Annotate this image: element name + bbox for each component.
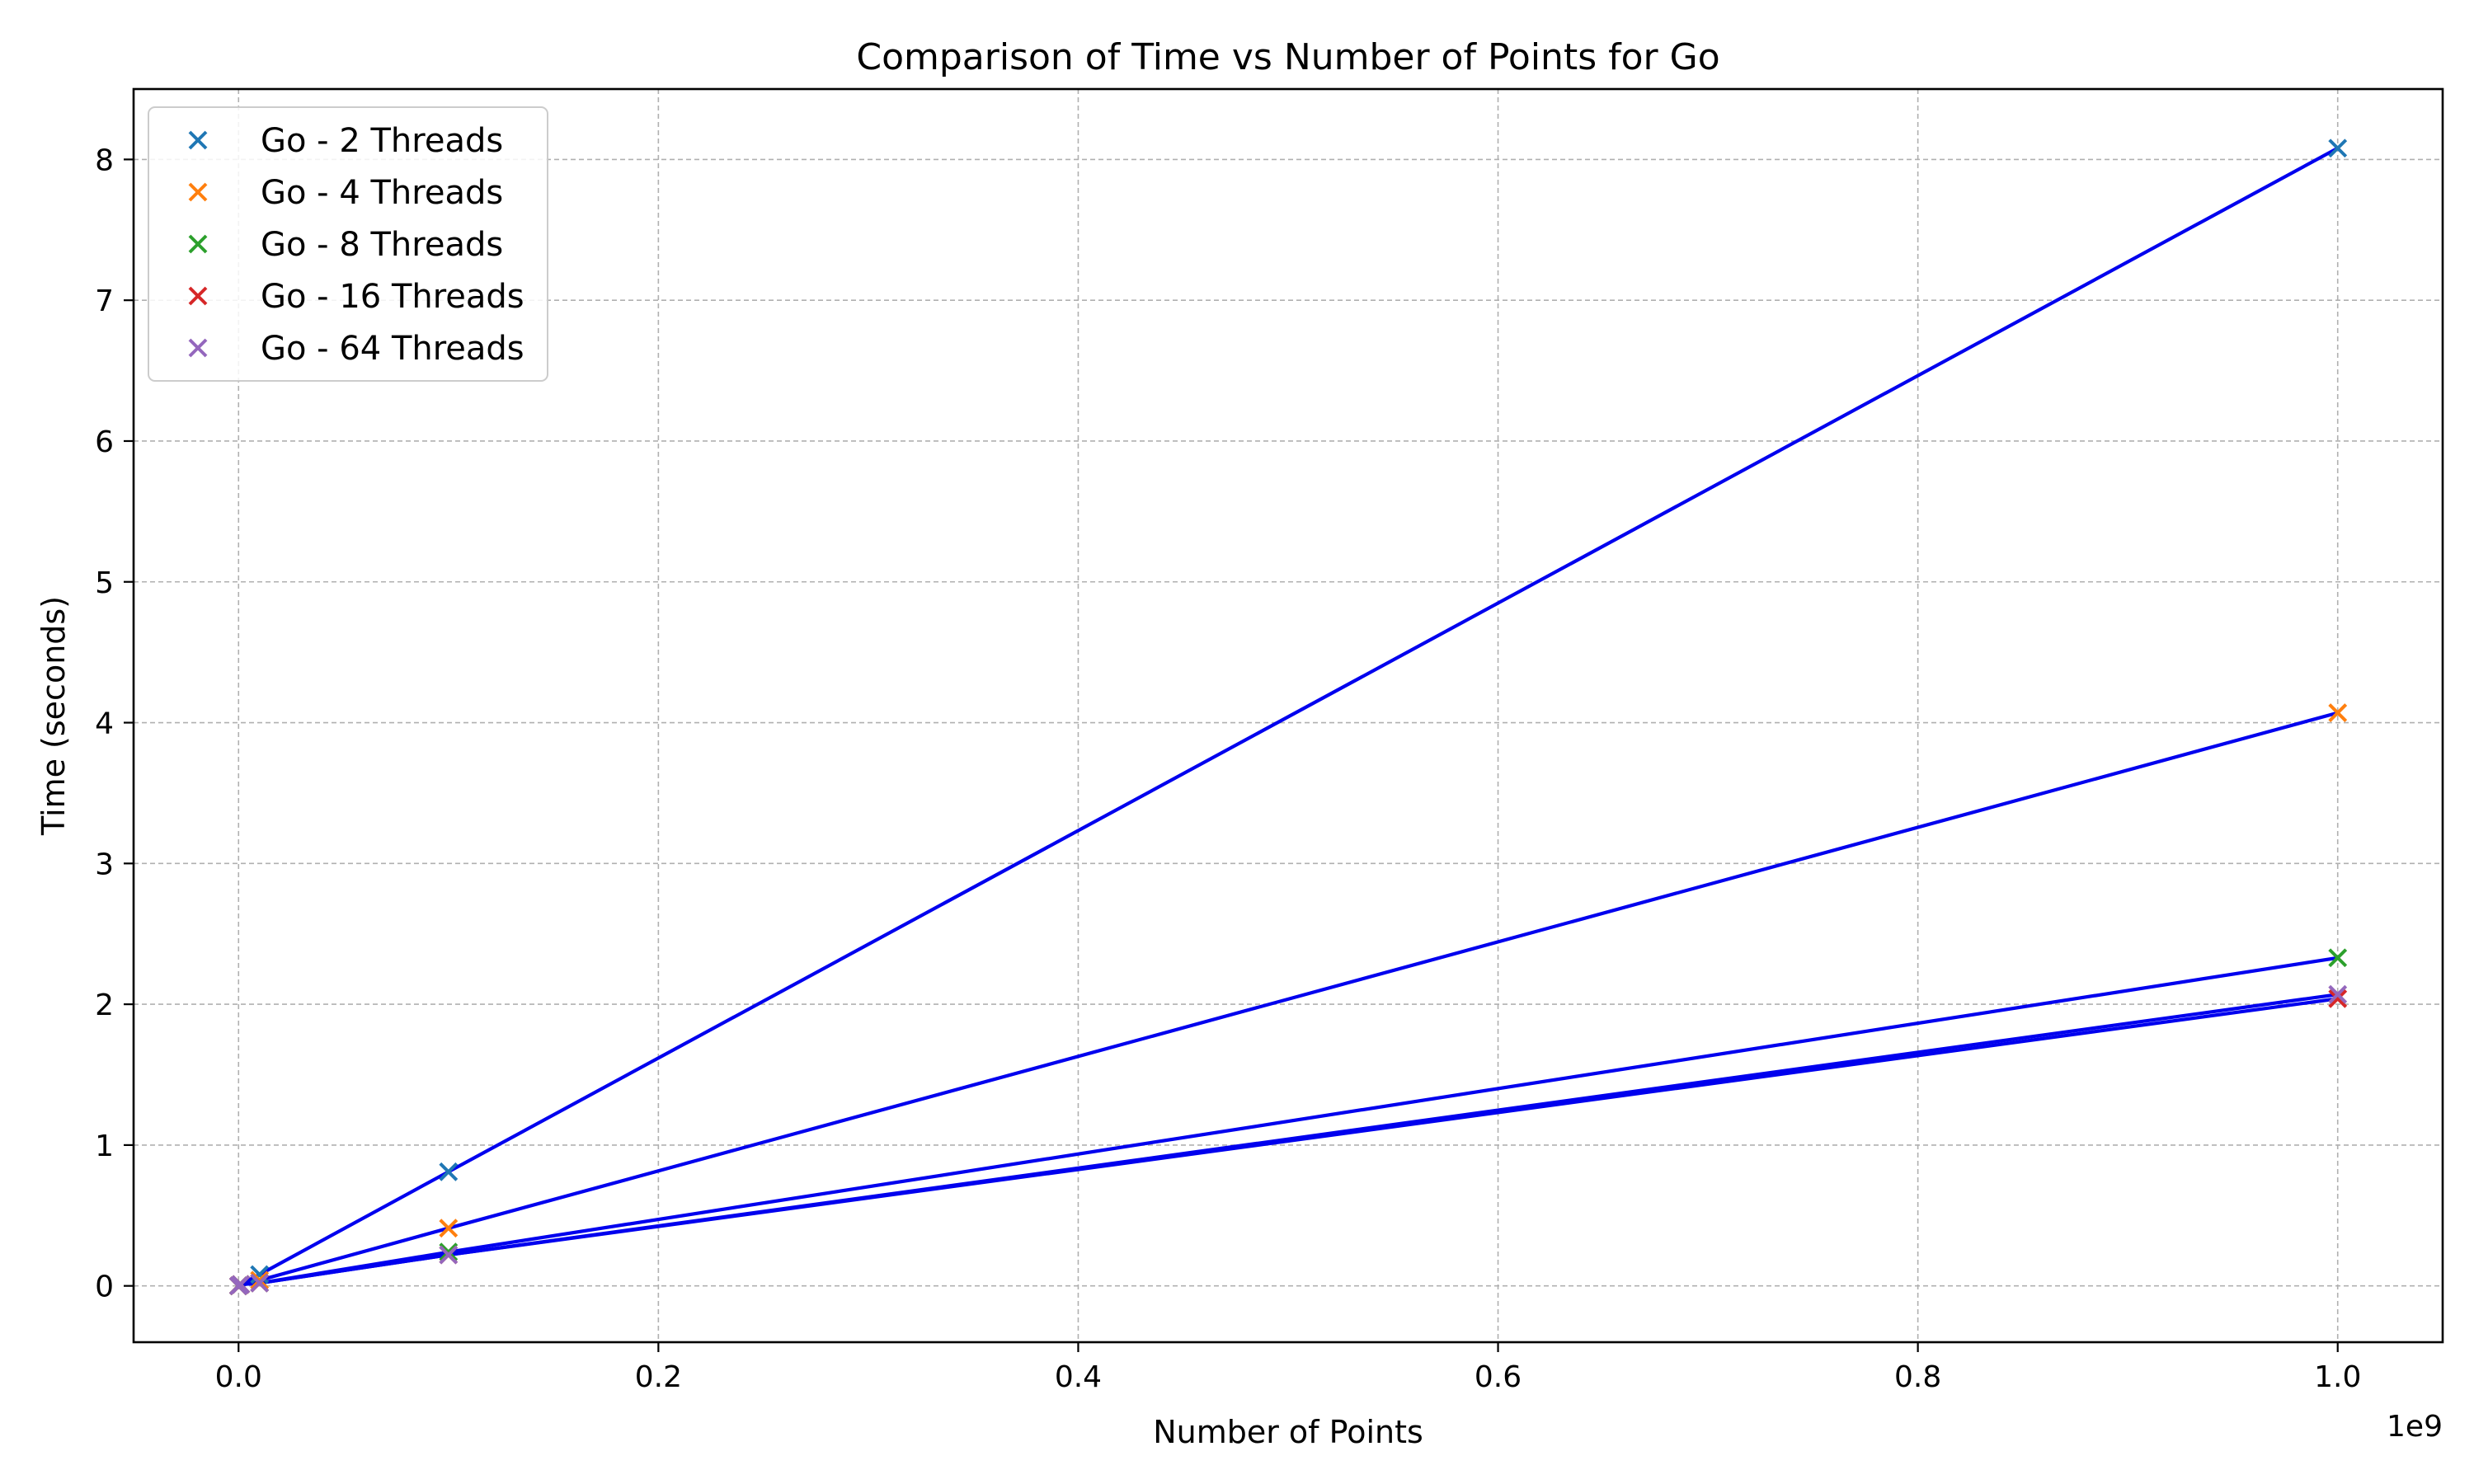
legend-marker xyxy=(188,286,208,306)
y-tick-label: 1 xyxy=(95,1129,114,1163)
y-tick-label: 0 xyxy=(95,1270,114,1304)
y-tick-label: 2 xyxy=(95,989,114,1022)
plot-area: 0.0 0.2 0.4 0.6 0.8 1.0 0 1 2 3 4 5 6 7 8 xyxy=(95,87,2444,1394)
data-point-series-5 xyxy=(439,1245,459,1265)
x-tick-label: 0.4 xyxy=(1055,1360,1102,1394)
legend-label: Go - 16 Threads xyxy=(261,278,524,316)
legend: Go - 2 Threads Go - 4 Threads Go - 8 Threa… xyxy=(148,106,548,382)
x-axis-offset-label: 1e9 xyxy=(2387,1410,2443,1444)
data-point-series-4 xyxy=(2328,989,2348,1008)
y-axis-ticks: 0 1 2 3 4 5 6 7 8 xyxy=(95,143,134,1304)
x-tick-label: 0.6 xyxy=(1475,1360,1522,1394)
x-axis-label: Number of Points xyxy=(1153,1414,1423,1450)
legend-marker xyxy=(188,182,208,202)
legend-items: Go - 2 Threads Go - 4 Threads Go - 8 Threa… xyxy=(188,122,524,368)
y-axis-label: Time (seconds) xyxy=(35,596,72,836)
data-point-series-3 xyxy=(439,1242,459,1262)
data-point-series-1 xyxy=(2328,139,2348,158)
x-tick-label: 0.2 xyxy=(635,1360,682,1394)
y-tick-label: 3 xyxy=(95,848,114,881)
grid-lines xyxy=(134,89,2443,1342)
data-point-series-5 xyxy=(231,1275,251,1294)
data-markers xyxy=(228,139,2348,1296)
data-point-series-5 xyxy=(2328,984,2348,1004)
legend-label: Go - 8 Threads xyxy=(261,226,503,264)
y-tick-label: 8 xyxy=(95,143,114,177)
legend-marker xyxy=(188,130,208,150)
legend-box xyxy=(148,106,548,382)
data-point-series-2 xyxy=(2328,703,2348,722)
data-point-series-5 xyxy=(250,1273,270,1293)
data-point-series-2 xyxy=(439,1219,459,1238)
y-tick-label: 6 xyxy=(95,425,114,459)
legend-label: Go - 64 Threads xyxy=(261,330,524,368)
x-axis-ticks: 0.0 0.2 0.4 0.6 0.8 1.0 xyxy=(215,1342,2361,1394)
legend-item: Go - 2 Threads xyxy=(188,122,503,160)
legend-item: Go - 16 Threads xyxy=(188,278,524,316)
legend-marker xyxy=(188,338,208,358)
x-tick-label: 0.8 xyxy=(1894,1360,1941,1394)
data-point-series-1 xyxy=(439,1162,459,1181)
data-point-series-2 xyxy=(250,1270,270,1290)
y-tick-label: 4 xyxy=(95,707,114,741)
data-point-series-3 xyxy=(2328,948,2348,968)
axes-frame xyxy=(132,87,2444,1344)
legend-item: Go - 4 Threads xyxy=(188,174,503,212)
chart-title: Comparison of Time vs Number of Points f… xyxy=(856,36,1719,78)
legend-item: Go - 64 Threads xyxy=(188,330,524,368)
legend-label: Go - 4 Threads xyxy=(261,174,503,212)
y-tick-label: 5 xyxy=(95,566,114,600)
legend-label: Go - 2 Threads xyxy=(261,122,503,160)
legend-item: Go - 8 Threads xyxy=(188,226,503,264)
legend-marker xyxy=(188,234,208,254)
data-point-series-1 xyxy=(250,1265,270,1284)
y-tick-label: 7 xyxy=(95,284,114,318)
x-tick-label: 1.0 xyxy=(2314,1360,2361,1394)
x-tick-label: 0.0 xyxy=(215,1360,262,1394)
